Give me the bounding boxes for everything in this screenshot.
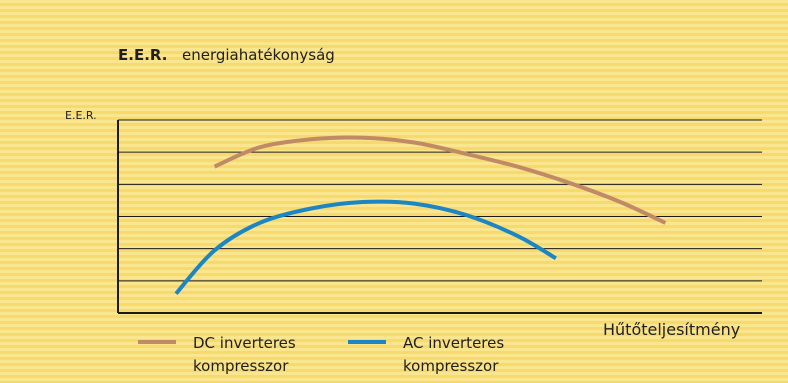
gridlines [118,119,762,314]
series-line-ac [174,199,557,296]
legend-label-ac-line2: kompresszor [403,357,499,375]
series-layer [174,135,667,296]
legend-label-dc-line2: kompresszor [193,357,289,375]
chart-title-rest: energiahatékonyság [182,46,335,64]
series-line-dc [213,135,667,225]
x-axis-label: Hűtőteljesítmény [603,320,740,339]
legend-label-dc-line1: DC inverteres [193,334,296,352]
legend-label-ac-line1: AC inverteres [403,334,504,352]
legend: DC inverteres kompresszor AC inverteres … [138,334,504,375]
y-axis-label: E.E.R. [65,109,97,122]
chart-title: E.E.R. [118,46,167,64]
